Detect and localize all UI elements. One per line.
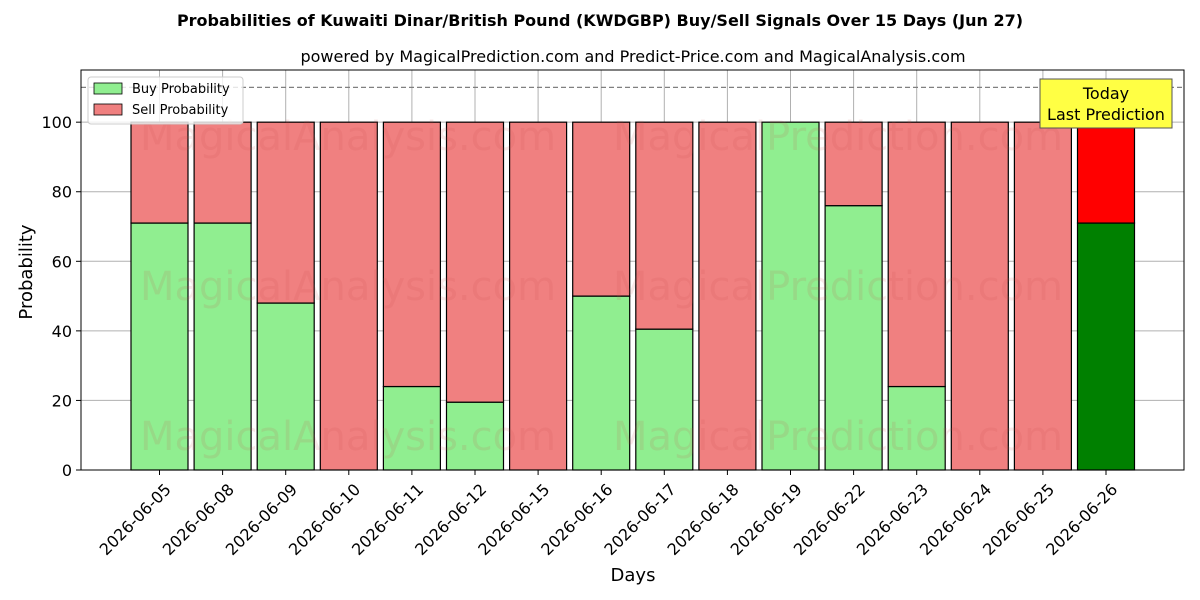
chart-subtitle: powered by MagicalPrediction.com and Pre… xyxy=(300,47,965,66)
y-tick-label: 0 xyxy=(62,461,72,480)
bar-buy-2026-06-26 xyxy=(1076,222,1136,471)
bar-buy-2026-06-22 xyxy=(824,205,883,471)
plot-area xyxy=(80,69,1185,471)
bar-sell-2026-06-15 xyxy=(509,121,568,471)
chart-title: Probabilities of Kuwaiti Dinar/British P… xyxy=(177,11,1023,30)
y-tick-label: 100 xyxy=(41,113,72,132)
watermark-text: MagicalPrediction.com xyxy=(613,114,1063,160)
watermark-text: MagicalPrediction.com xyxy=(613,414,1063,460)
bar-buy-2026-06-17 xyxy=(635,328,694,471)
watermarks: MagicalAnalysis.com MagicalPrediction.com… xyxy=(140,114,1063,460)
bar-sell-2026-06-10 xyxy=(319,121,378,471)
bar-sell-2026-06-05 xyxy=(130,121,189,224)
bar-buy-2026-06-16 xyxy=(572,295,631,471)
bar-buy-2026-06-23 xyxy=(887,385,946,471)
bar-buy-2026-06-19 xyxy=(761,121,820,471)
legend: Buy Probability Sell Probability xyxy=(87,76,244,125)
bar-sell-2026-06-26 xyxy=(1076,121,1136,224)
annotation-line1: Today xyxy=(1082,84,1129,103)
bar-sell-2026-06-16 xyxy=(572,121,631,297)
bar-sell-2026-06-22 xyxy=(824,121,883,207)
bar-sell-2026-06-12 xyxy=(445,121,505,403)
bar-sell-2026-06-23 xyxy=(887,121,946,388)
y-axis: 0 20 40 60 80 100 xyxy=(41,113,81,480)
bar-buy-2026-06-09 xyxy=(256,302,315,471)
bars xyxy=(130,121,1136,471)
today-annotation: Today Last Prediction xyxy=(1039,78,1173,129)
y-tick-label: 40 xyxy=(52,322,72,341)
bar-sell-2026-06-17 xyxy=(635,121,694,330)
y-tick-label: 60 xyxy=(52,252,72,271)
legend-swatch-buy xyxy=(93,82,123,95)
legend-swatch-sell xyxy=(93,103,123,116)
legend-label-sell: Sell Probability xyxy=(132,103,229,118)
bar-sell-2026-06-18 xyxy=(698,121,757,471)
y-tick-label: 80 xyxy=(52,183,72,202)
bar-sell-2026-06-25 xyxy=(1013,121,1073,471)
annotation-box xyxy=(1039,78,1173,129)
bar-sell-2026-06-09 xyxy=(256,121,315,304)
watermark-text: MagicalAnalysis.com xyxy=(140,264,556,310)
y-tick-label: 20 xyxy=(52,391,72,410)
watermark-text: MagicalAnalysis.com xyxy=(140,414,556,460)
legend-label-buy: Buy Probability xyxy=(132,82,230,97)
bar-sell-2026-06-24 xyxy=(950,121,1009,471)
bar-buy-2026-06-08 xyxy=(193,222,252,471)
watermark-text: MagicalPrediction.com xyxy=(613,264,1063,310)
x-axis: 2026-06-052026-06-082026-06-092026-06-10… xyxy=(96,470,1121,559)
x-axis-label: Days xyxy=(611,565,656,586)
y-axis-label: Probability xyxy=(16,224,37,319)
bar-sell-2026-06-11 xyxy=(382,121,441,388)
annotation-line2: Last Prediction xyxy=(1047,105,1165,124)
